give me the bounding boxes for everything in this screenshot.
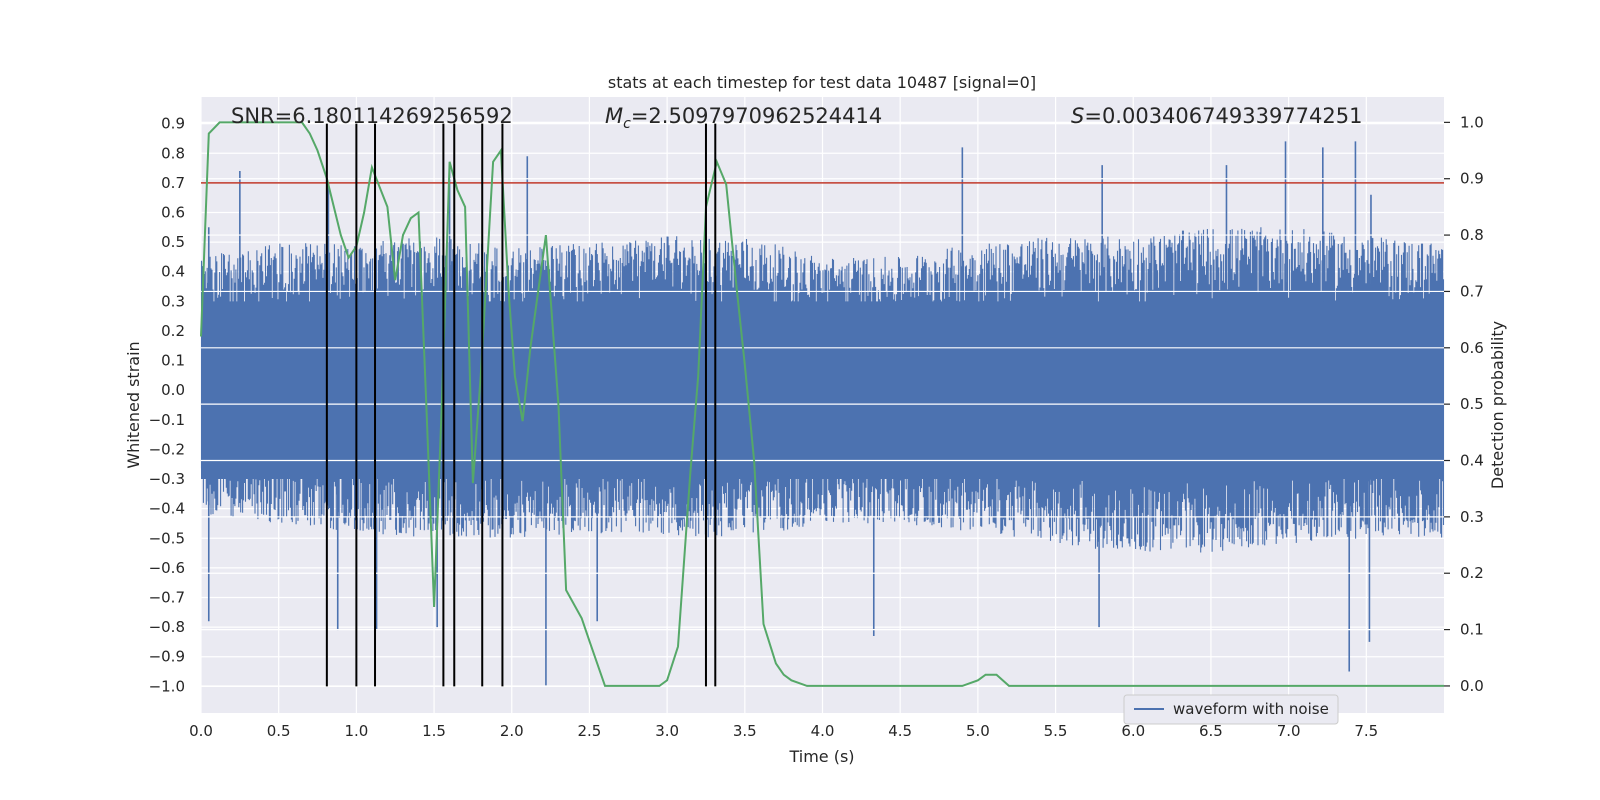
s-value: =0.003406749339774251	[1084, 104, 1362, 128]
y-tick-label-left: 0.2	[161, 322, 185, 340]
y-tick-label-right: 0.1	[1460, 621, 1484, 639]
y-tick-label-left: −0.3	[149, 470, 185, 488]
y-tick-label-right: 0.4	[1460, 452, 1484, 470]
y-tick-label-left: 0.9	[161, 115, 185, 133]
y-tick-label-right: 0.2	[1460, 564, 1484, 582]
x-tick-label: 5.0	[966, 722, 990, 740]
y-tick-label-left: 0.0	[161, 381, 185, 399]
y-tick-label-left: 0.5	[161, 233, 185, 251]
y-tick-label-right: 0.5	[1460, 395, 1484, 413]
y-tick-label-left: 0.6	[161, 204, 185, 222]
x-tick-label: 1.0	[344, 722, 368, 740]
s-symbol: S	[1071, 104, 1084, 128]
x-tick-label: 7.0	[1277, 722, 1301, 740]
mc-subscript: c	[623, 116, 631, 132]
legend-box	[1123, 694, 1339, 725]
y-tick-label-right: 0.6	[1460, 339, 1484, 357]
waveform-core	[201, 301, 1444, 480]
strain-layer	[200, 141, 1445, 687]
y-tick-label-left: −0.2	[149, 440, 185, 458]
y-tick-label-right: 1.0	[1460, 113, 1484, 131]
x-tick-label: 4.0	[811, 722, 835, 740]
x-tick-label: 7.5	[1354, 722, 1378, 740]
y-tick-label-left: −1.0	[149, 677, 185, 695]
x-tick-label: 3.0	[655, 722, 679, 740]
y-tick-label-left: −0.4	[149, 500, 185, 518]
y-tick-label-left: −0.9	[149, 648, 185, 666]
y-tick-label-left: 0.7	[161, 174, 185, 192]
x-tick-label: 1.5	[422, 722, 446, 740]
mc-value: =2.5097970962524414	[631, 104, 882, 128]
y-tick-label-right: 0.8	[1460, 226, 1484, 244]
y-tick-label-left: −0.8	[149, 618, 185, 636]
y-tick-label-left: −0.5	[149, 529, 185, 547]
x-tick-label: 4.5	[888, 722, 912, 740]
threshold-layer	[201, 121, 1444, 687]
probability-line	[200, 121, 1444, 687]
probability-layer	[200, 121, 1444, 687]
x-tick-label: 0.5	[267, 722, 291, 740]
y-tick-label-left: 0.1	[161, 352, 185, 370]
legend: waveform with noise	[1123, 694, 1339, 725]
x-tick-label: 2.5	[578, 722, 602, 740]
y-axis-label-right: Detection probability	[1488, 321, 1507, 489]
chirp-mass-annotation: Mc=2.5097970962524414	[605, 104, 882, 132]
x-tick-label: 5.5	[1044, 722, 1068, 740]
vline-layer	[325, 123, 717, 687]
legend-label: waveform with noise	[1173, 700, 1329, 718]
x-tick-label: 6.0	[1121, 722, 1145, 740]
y-tick-label-right: 0.7	[1460, 282, 1484, 300]
chart-title: stats at each timestep for test data 104…	[608, 73, 1036, 92]
x-tick-label: 6.5	[1199, 722, 1223, 740]
s-annotation: S=0.003406749339774251	[1071, 104, 1362, 128]
y-tick-label-left: −0.1	[149, 411, 185, 429]
y-tick-label-left: −0.7	[149, 589, 185, 607]
x-axis-label: Time (s)	[788, 747, 854, 766]
y-tick-label-left: 0.8	[161, 144, 185, 162]
x-tick-label: 2.0	[500, 722, 524, 740]
y-tick-label-left: −0.6	[149, 559, 185, 577]
y-tick-label-left: 0.4	[161, 263, 185, 281]
y-tick-label-left: 0.3	[161, 292, 185, 310]
y-axis-label-left: Whitened strain	[124, 341, 143, 468]
y-tick-label-right: 0.9	[1460, 170, 1484, 188]
mc-symbol: M	[605, 104, 623, 128]
y-tick-label-right: 0.0	[1460, 677, 1484, 695]
y-tick-label-right: 0.3	[1460, 508, 1484, 526]
x-tick-label: 3.5	[733, 722, 757, 740]
x-tick-label: 0.0	[189, 722, 213, 740]
tick-layer: 0.0 0.5 1.0 1.5 2.0 2.5 3.0 3.5 4.0 4.5 5.0 5.5 6.0 6…	[149, 113, 1484, 740]
snr-annotation: SNR=6.180114269256592	[231, 104, 513, 128]
